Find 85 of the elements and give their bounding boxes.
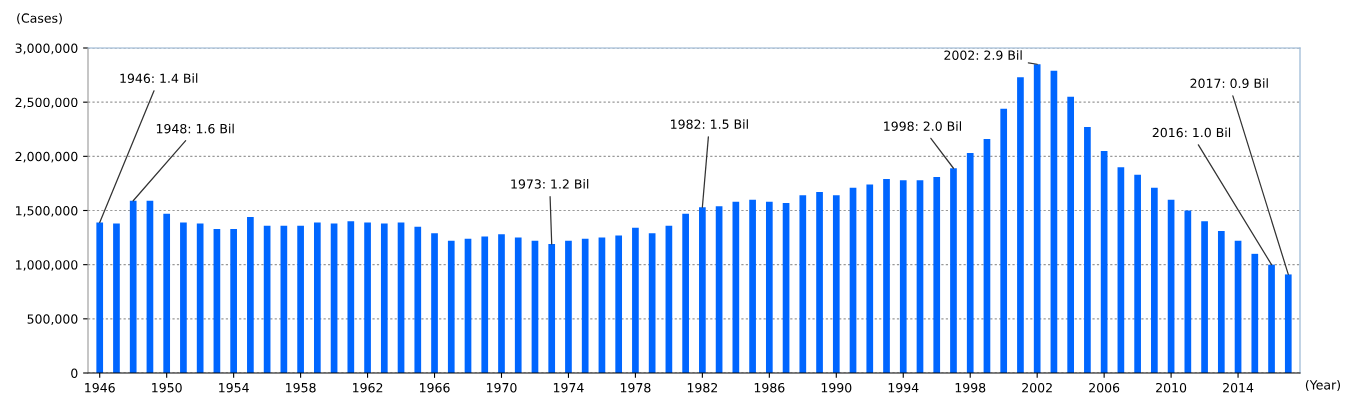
x-tick-label: 1978 (620, 382, 651, 393)
bar (247, 217, 254, 373)
annotation: 1973: 1.2 Bil (511, 179, 589, 189)
x-tick-label: 1950 (152, 382, 182, 393)
bar (96, 222, 104, 373)
bar (1000, 108, 1008, 373)
bar (682, 213, 689, 373)
bar (1184, 210, 1192, 373)
bar (1268, 264, 1275, 373)
bar (1201, 221, 1208, 373)
bar (313, 222, 321, 373)
y-tick-label: 500,000 (27, 314, 78, 326)
bar (380, 223, 388, 373)
bar (1284, 274, 1292, 373)
x-axis-title: (Year) (1305, 379, 1340, 392)
bar (1151, 187, 1158, 373)
bar (832, 195, 840, 373)
x-tick-label: 2006 (1089, 382, 1120, 393)
bar (498, 234, 505, 373)
bar (799, 195, 807, 373)
bar (514, 237, 522, 373)
bar (548, 244, 556, 373)
x-tick-label: 2010 (1156, 382, 1187, 393)
annotation: 1946: 1.4 Bil (120, 73, 198, 84)
bar (129, 200, 137, 373)
x-tick-label: 1966 (419, 382, 450, 393)
x-tick-label: 1962 (353, 382, 383, 393)
bar (816, 192, 823, 373)
bar (1217, 231, 1225, 373)
bar (1067, 96, 1075, 373)
bar (180, 222, 187, 373)
bar (1251, 253, 1259, 373)
bar (1017, 77, 1024, 373)
annotation: 1948: 1.6 Bil (156, 123, 234, 134)
x-tick-label: 1970 (486, 382, 517, 393)
annotation: 1998: 2.0 Bil (884, 121, 961, 131)
x-tick-label: 1958 (286, 382, 316, 393)
bar (615, 235, 623, 373)
x-tick-label: 1982 (687, 382, 718, 393)
bar (481, 236, 489, 373)
bar (364, 222, 371, 373)
annotation: 2002: 2.9 Bil (944, 50, 1022, 60)
annotation: 2017: 0.9 Bil (1190, 78, 1268, 89)
bar (699, 207, 706, 373)
bar (966, 153, 974, 373)
bar (230, 228, 237, 373)
y-tick-label: 2,500,000 (15, 97, 78, 109)
bar (297, 225, 304, 373)
bar (933, 176, 941, 373)
bar (447, 240, 455, 373)
bar (565, 240, 572, 373)
x-tick-label: 1946 (85, 382, 115, 393)
bar (113, 223, 120, 373)
bar (414, 226, 422, 373)
bar (196, 223, 204, 373)
bar (899, 180, 907, 373)
bar (431, 233, 438, 373)
bar (883, 179, 890, 373)
bar (347, 221, 355, 373)
bar (1134, 174, 1141, 373)
bar (765, 201, 773, 373)
bar (1033, 64, 1041, 373)
y-tick-label: 1,000,000 (16, 260, 78, 271)
x-tick-label: 1986 (754, 382, 785, 393)
bar (632, 227, 639, 373)
bar (950, 168, 957, 373)
y-axis-title: (Cases) (17, 13, 62, 25)
x-tick-label: 1990 (821, 382, 852, 393)
y-tick-label: 2,000,000 (15, 151, 78, 163)
x-tick-label: 1998 (955, 382, 986, 393)
y-tick-label: 0 (71, 368, 78, 378)
x-tick-label: 2014 (1223, 382, 1254, 393)
annotation: 2016: 1.0 Bil (1152, 127, 1231, 138)
annotation: 1982: 1.5 Bil (671, 119, 748, 129)
y-tick-label: 1,500,000 (16, 205, 78, 217)
bar (163, 213, 171, 373)
x-tick-label: 2002 (1022, 382, 1052, 393)
bar (749, 199, 756, 373)
bar (866, 184, 874, 373)
x-tick-label: 1974 (553, 382, 584, 393)
x-tick-label: 1994 (888, 382, 919, 393)
bar (581, 238, 589, 373)
x-tick-label: 1954 (219, 382, 249, 393)
y-tick-label: 3,000,000 (15, 43, 78, 55)
bar (1084, 127, 1091, 373)
